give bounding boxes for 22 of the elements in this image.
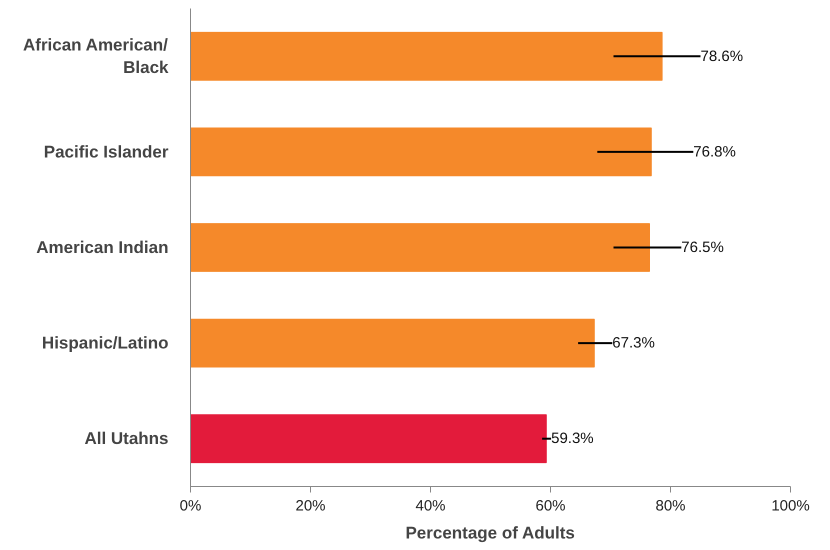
x-tick-label: 100% — [771, 498, 810, 514]
y-tick-label: Pacific Islander — [44, 142, 169, 162]
y-tick-label: Hispanic/Latino — [42, 334, 169, 353]
y-tick-label: American Indian — [36, 238, 169, 257]
bar — [190, 223, 650, 272]
x-tick-label: 20% — [295, 498, 326, 514]
y-tick-label: All Utahns — [84, 429, 168, 448]
data-label: 78.6% — [700, 48, 744, 65]
bar — [190, 318, 595, 368]
data-label: 76.8% — [693, 143, 736, 160]
x-tick-label: 0% — [180, 498, 202, 514]
x-axis-title: Percentage of Adults — [405, 524, 575, 542]
bar — [190, 32, 663, 81]
x-tick-label: 60% — [535, 498, 566, 514]
data-label: 67.3% — [612, 334, 655, 352]
bar — [190, 128, 652, 176]
data-label: 76.5% — [681, 239, 724, 256]
bar — [190, 414, 547, 464]
x-tick-label: 40% — [415, 498, 446, 514]
y-tick-label: African American/ Black — [23, 35, 170, 78]
x-tick-label: 80% — [655, 498, 686, 514]
data-label: 59.3% — [551, 430, 594, 448]
